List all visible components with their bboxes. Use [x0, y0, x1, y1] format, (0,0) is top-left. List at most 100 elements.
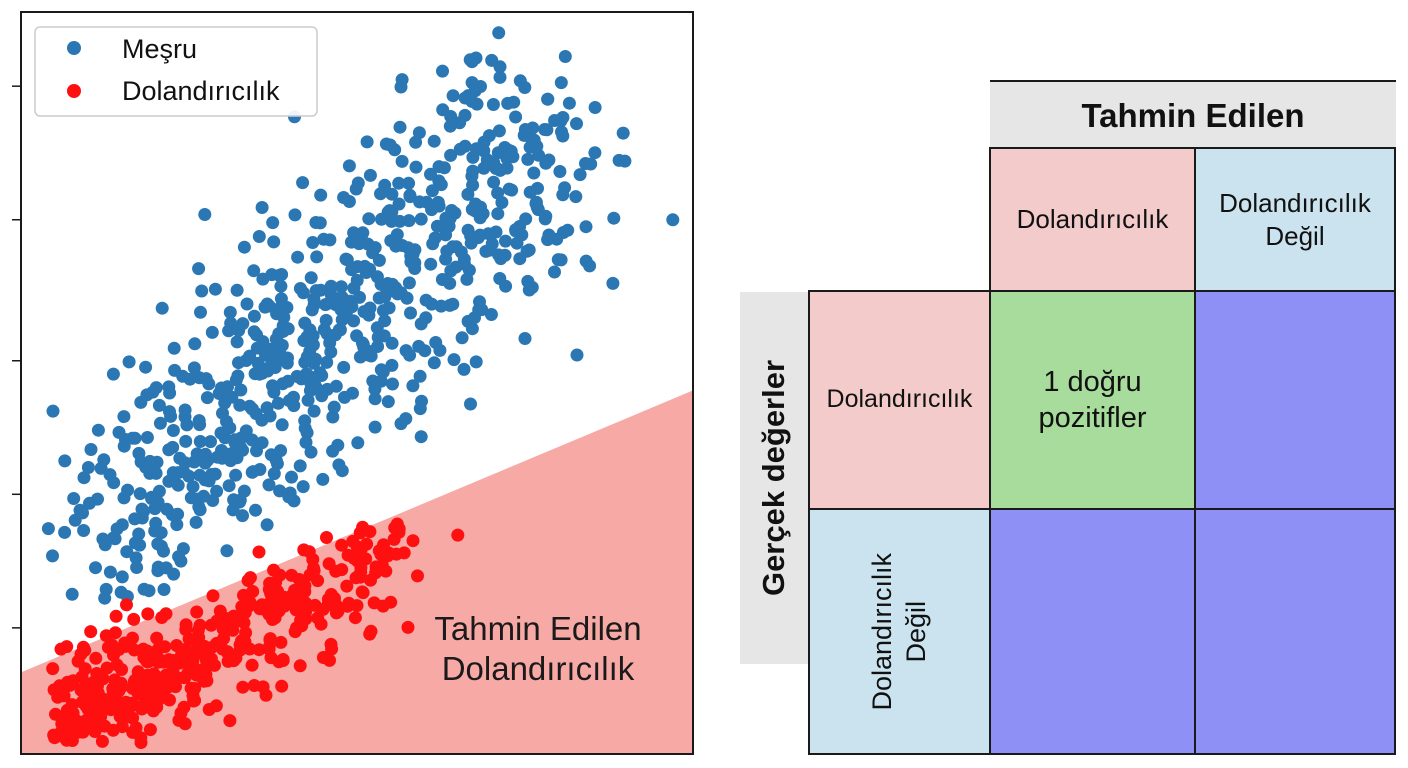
point-legit: [527, 166, 541, 180]
point-legit: [58, 525, 72, 539]
actual-header: Gerçek değerler: [740, 292, 808, 664]
point-legit: [296, 176, 310, 190]
legend-label-fraud: Dolandırıcılık: [122, 76, 280, 106]
point-legit: [409, 160, 423, 174]
point-legit: [247, 309, 261, 323]
point-legit: [368, 420, 382, 434]
point-legit: [293, 459, 307, 473]
point-legit: [579, 254, 593, 268]
point-legit: [260, 518, 274, 532]
point-fraud: [401, 620, 415, 634]
point-legit: [146, 385, 160, 399]
point-fraud: [384, 595, 398, 609]
point-legit: [309, 352, 323, 366]
point-legit: [461, 187, 475, 201]
point-legit: [465, 202, 479, 216]
point-fraud: [262, 642, 276, 656]
point-legit: [157, 583, 171, 596]
point-legit: [584, 157, 598, 171]
point-legit: [403, 348, 417, 362]
point-legit: [487, 175, 501, 189]
point-fraud: [108, 626, 122, 640]
point-legit: [223, 305, 237, 319]
point-legit: [505, 183, 519, 197]
point-fraud: [204, 618, 218, 632]
point-legit: [41, 522, 55, 536]
point-fraud: [347, 551, 361, 565]
point-legit: [202, 377, 216, 391]
point-legit: [556, 226, 570, 239]
point-legit: [352, 237, 366, 251]
cell-true-positive-text: 1 doğru pozitifler: [1038, 365, 1147, 434]
point-legit: [372, 253, 386, 267]
point-fraud: [216, 622, 230, 636]
point-legit: [129, 551, 143, 565]
point-fraud: [379, 564, 393, 578]
point-fraud: [186, 654, 200, 668]
point-legit: [402, 176, 416, 190]
point-legit: [521, 152, 535, 166]
point-legit: [162, 443, 176, 457]
point-legit: [197, 489, 211, 503]
point-fraud: [238, 606, 252, 619]
point-legit: [385, 277, 399, 291]
point-fraud: [57, 680, 71, 694]
point-legit: [414, 430, 428, 444]
point-legit: [484, 308, 498, 321]
point-legit: [334, 280, 348, 294]
point-legit: [375, 212, 388, 226]
point-legit: [349, 182, 363, 196]
point-fraud: [237, 588, 250, 602]
point-legit: [233, 493, 247, 507]
point-legit: [234, 383, 248, 397]
point-legit: [281, 322, 295, 336]
point-legit: [179, 434, 193, 448]
point-fraud: [131, 678, 145, 692]
point-fraud: [245, 658, 259, 672]
point-legit: [274, 279, 288, 293]
point-legit: [406, 379, 420, 393]
point-fraud: [353, 526, 367, 540]
point-legit: [588, 101, 602, 114]
point-legit: [266, 216, 280, 230]
point-legit: [385, 214, 399, 228]
point-legit: [245, 465, 259, 479]
point-fraud: [356, 586, 370, 600]
point-legit: [130, 561, 144, 574]
point-legit: [208, 282, 222, 296]
point-legit: [558, 181, 572, 195]
point-legit: [275, 338, 289, 352]
point-legit: [509, 110, 523, 124]
point-legit: [46, 549, 59, 563]
point-fraud: [274, 635, 288, 649]
point-fraud: [263, 633, 277, 646]
point-fraud: [210, 636, 224, 650]
point-fraud: [152, 692, 166, 706]
point-legit: [115, 570, 129, 584]
point-legit: [444, 148, 458, 162]
point-fraud: [241, 574, 255, 587]
row-header-fraud: Dolandırıcılık: [808, 290, 991, 510]
point-fraud: [252, 643, 266, 657]
point-legit: [222, 479, 236, 493]
point-legit: [555, 125, 568, 139]
point-legit: [324, 279, 338, 293]
point-fraud: [451, 528, 465, 542]
point-legit: [304, 445, 318, 459]
point-legit: [106, 367, 120, 381]
region-label-line-1: Tahmin Edilen: [434, 610, 641, 647]
point-legit: [465, 322, 479, 336]
point-legit: [500, 161, 514, 175]
point-legit: [307, 298, 321, 312]
point-fraud: [331, 605, 345, 618]
point-legit: [430, 219, 444, 233]
point-legit: [220, 415, 233, 428]
point-fraud: [134, 736, 148, 749]
point-fraud: [106, 723, 120, 737]
cell-false-negative: [1194, 290, 1396, 510]
point-fraud: [350, 599, 364, 613]
point-fraud: [127, 643, 141, 657]
point-legit: [313, 216, 327, 230]
point-legit: [205, 325, 219, 339]
point-legit: [368, 241, 382, 255]
